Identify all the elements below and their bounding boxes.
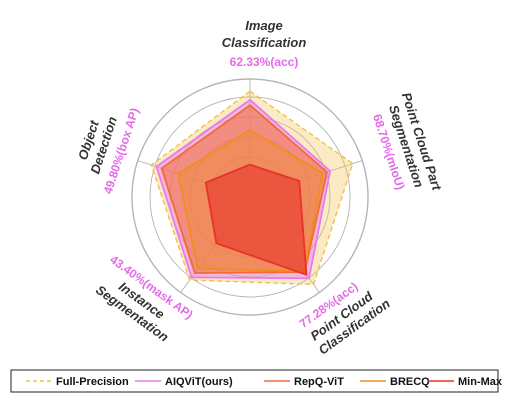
legend: Full-Precision AIQViT(ours) RepQ-ViT BRECQ M… bbox=[10, 369, 503, 393]
legend-frame bbox=[10, 369, 499, 393]
legend-label-full-precision: Full-Precision bbox=[56, 376, 129, 388]
legend-items: Full-Precision AIQViT(ours) RepQ-ViT BRECQ M… bbox=[26, 376, 503, 388]
series-polygon-min-max bbox=[204, 163, 308, 276]
axis-label-object-detection: Object Detection 49.80%(box AP) bbox=[75, 106, 142, 196]
legend-label-min-max: Min-Max bbox=[458, 376, 503, 388]
legend-label-repq-vit: RepQ-ViT bbox=[294, 376, 344, 388]
legend-label-aiqvit-ours: AIQViT(ours) bbox=[165, 376, 233, 388]
axis-label-image-classification: Image Classification 62.33%(acc) bbox=[222, 18, 307, 69]
axis-value-label: 62.33%(acc) bbox=[230, 55, 299, 69]
legend-label-brecq: BRECQ bbox=[390, 376, 430, 388]
axis-label-instance-segmentation: 43.40%(mask AP) Instance Segmentation bbox=[93, 252, 195, 344]
axis-name-line: Classification bbox=[222, 35, 307, 50]
axis-label-point-cloud-part-segmentation: Point Cloud Part Segmentation 68.70%(mIo… bbox=[370, 91, 445, 193]
axis-name-line: Image bbox=[245, 18, 283, 33]
radar-series bbox=[150, 90, 354, 286]
